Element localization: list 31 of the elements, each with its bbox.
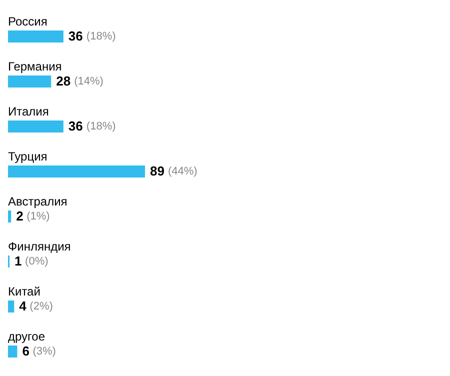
bar <box>8 166 145 178</box>
y-tick-label: Германия <box>8 60 62 74</box>
annotation: (3%) <box>32 346 56 358</box>
annotation: (0%) <box>25 256 48 268</box>
bar <box>8 120 64 132</box>
annotation: (14%) <box>74 76 104 88</box>
annotation: (2%) <box>30 300 53 312</box>
y-tick-label: Италия <box>8 104 49 118</box>
bar <box>8 346 18 358</box>
bar <box>8 210 12 222</box>
data-label: 6 <box>22 344 30 358</box>
y-tick-label: Россия <box>8 14 48 28</box>
bar <box>8 300 14 312</box>
data-label: 36 <box>68 118 83 134</box>
data-label: 4 <box>19 298 28 314</box>
bar <box>8 30 64 42</box>
data-label: 28 <box>56 74 71 88</box>
y-tick-label: Турция <box>8 150 48 164</box>
annotation: (44%) <box>168 166 198 178</box>
annotation: (1%) <box>26 210 50 222</box>
data-label: 36 <box>68 28 83 44</box>
y-tick-label: Австралия <box>8 194 68 208</box>
y-tick-label: Финляндия <box>8 240 71 254</box>
annotation: (18%) <box>86 30 116 42</box>
bar <box>8 76 52 88</box>
annotation: (18%) <box>86 120 116 132</box>
data-label: 1 <box>14 254 22 268</box>
data-label: 2 <box>16 208 24 224</box>
data-label: 89 <box>150 164 164 178</box>
y-tick-label: другое <box>8 330 46 344</box>
y-tick-label: Китай <box>8 284 40 298</box>
